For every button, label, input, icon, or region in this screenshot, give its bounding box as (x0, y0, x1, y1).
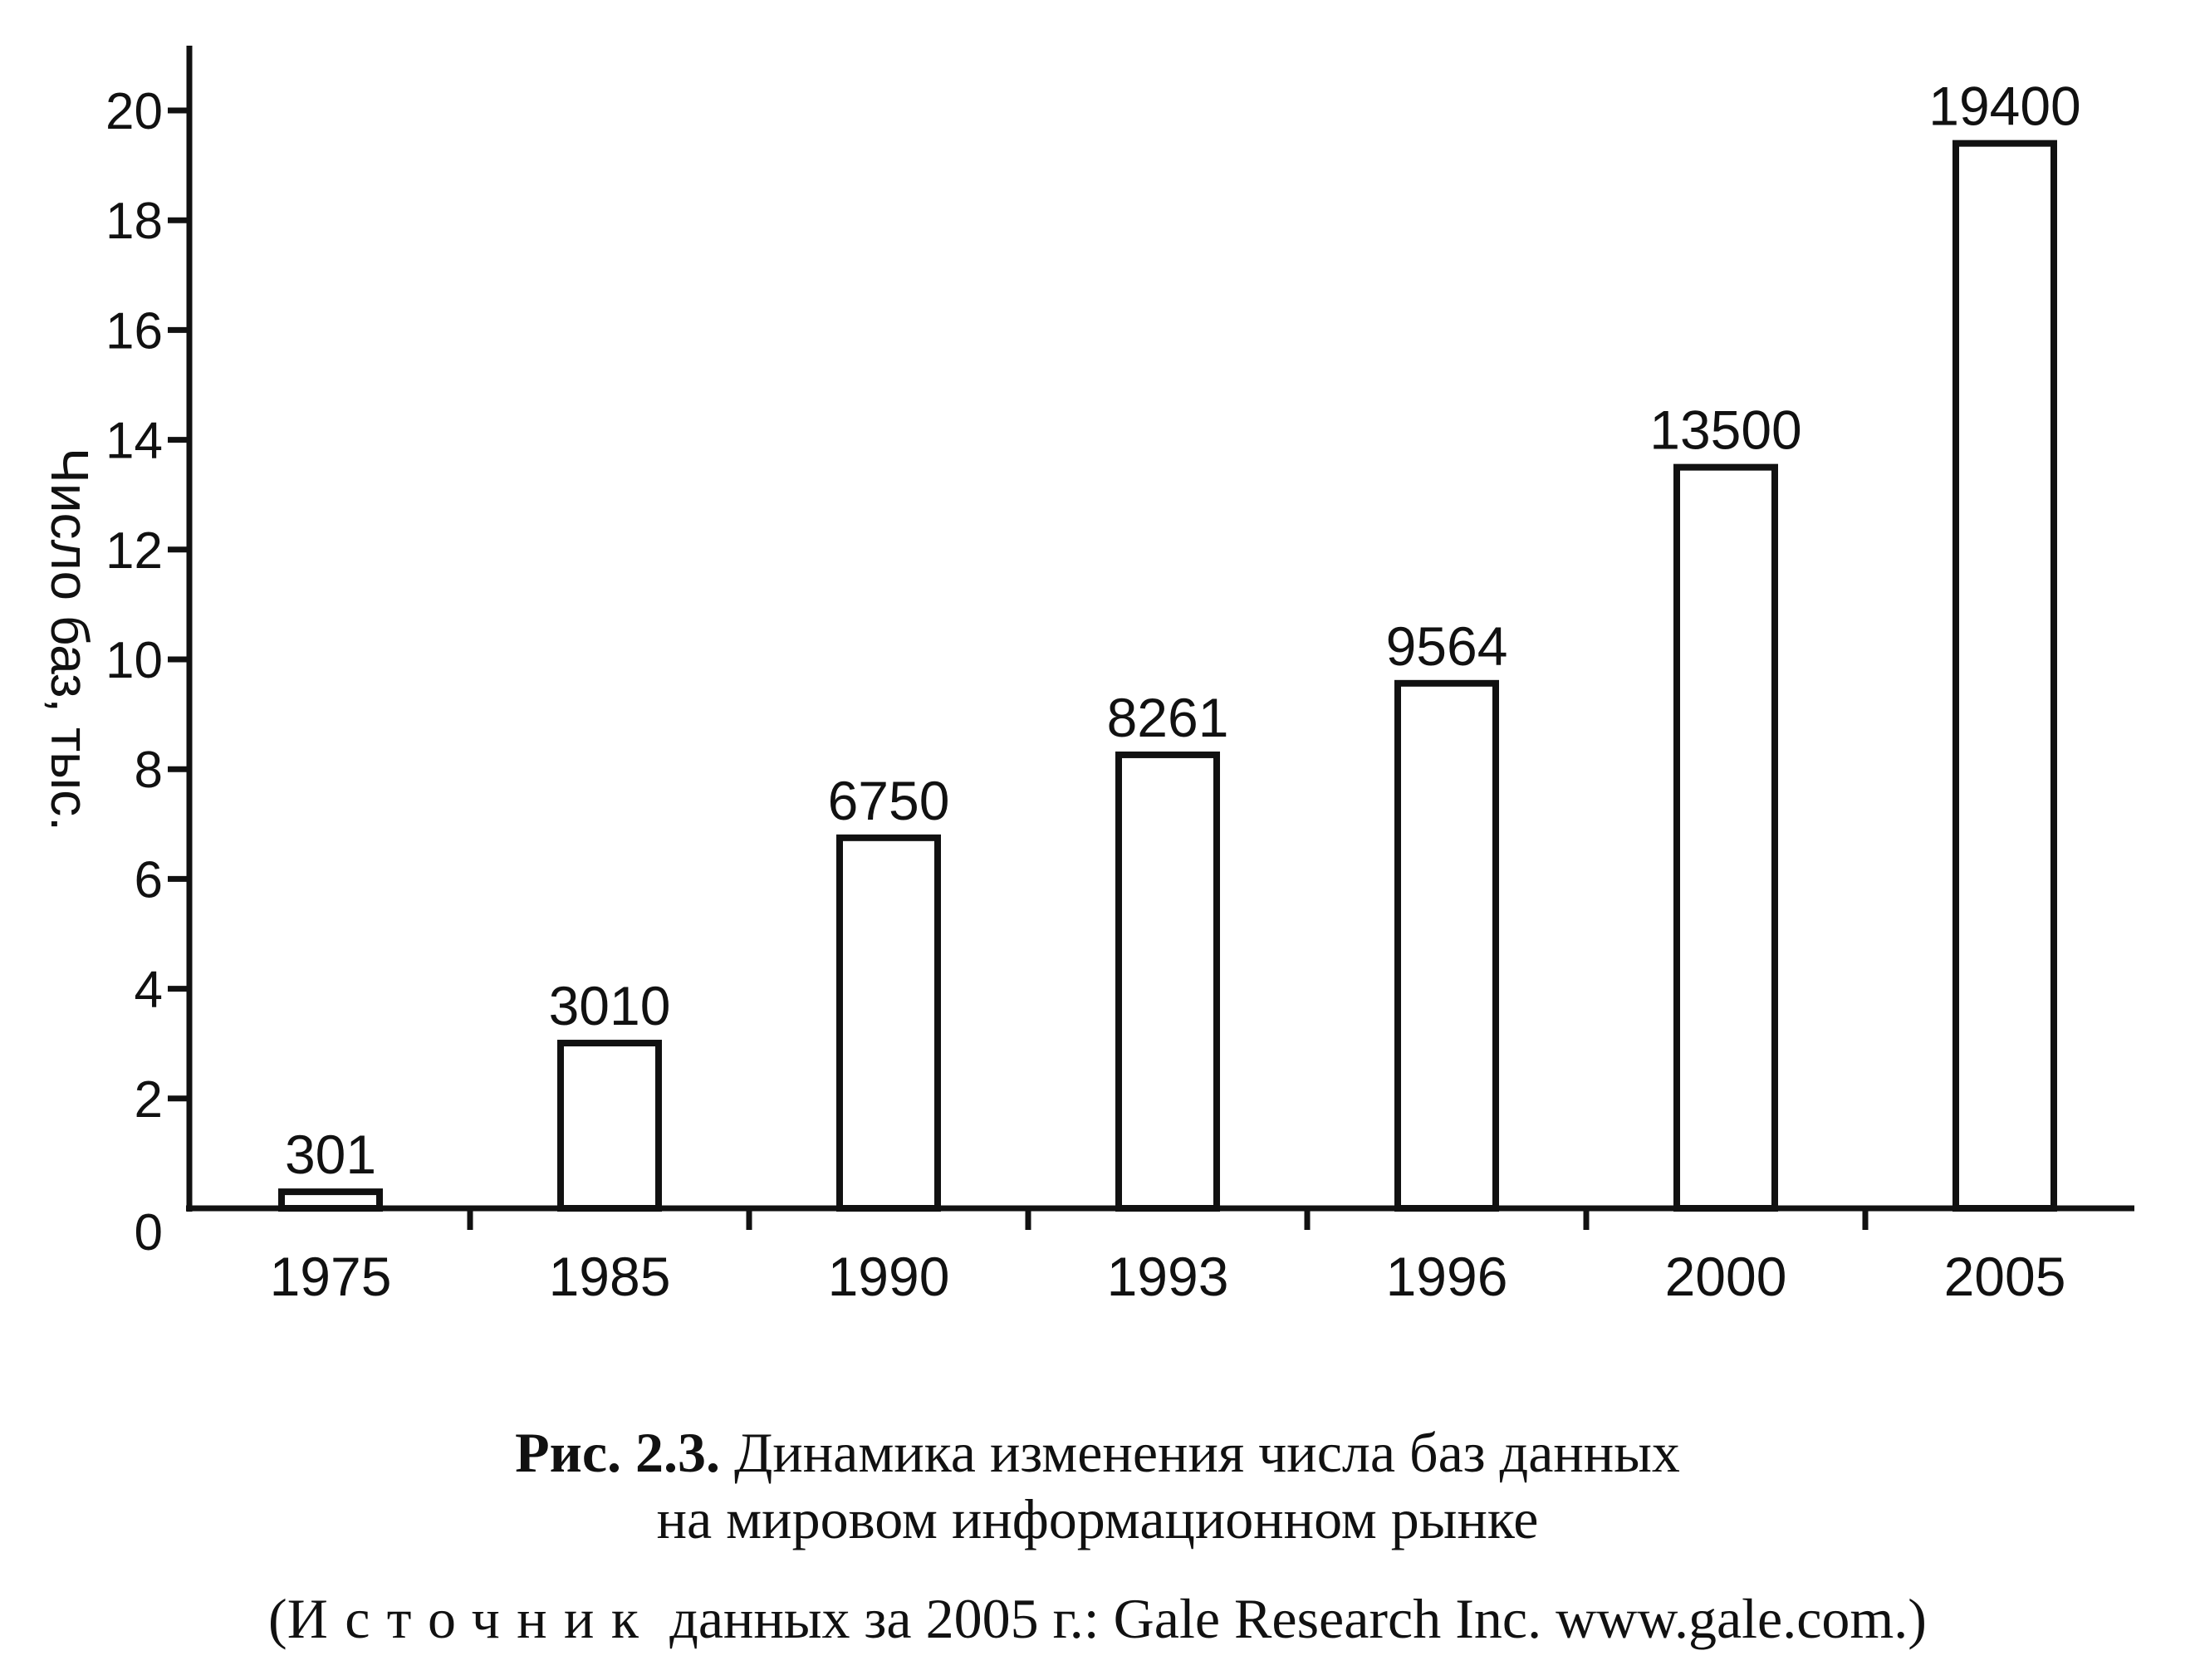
x-tick-label: 1996 (1386, 1246, 1508, 1307)
y-tick-label: 16 (105, 302, 163, 360)
source-word: Источник (287, 1587, 656, 1650)
bar (1115, 751, 1220, 1212)
data-label: 9564 (1386, 615, 1508, 677)
bars (278, 140, 2057, 1212)
source-open-paren: ( (268, 1587, 287, 1650)
figure-number: Рис. 2.3. (515, 1421, 721, 1484)
y-axis-label: Число баз, тыс. (40, 448, 100, 831)
y-tick-label: 2 (135, 1071, 163, 1129)
x-tick-label: 1993 (1107, 1246, 1229, 1307)
y-tick-label: 14 (105, 413, 163, 470)
x-tick-label: 2000 (1665, 1246, 1787, 1307)
bar (278, 1188, 383, 1212)
y-tick-label: 4 (135, 962, 163, 1019)
figure-caption-title: Рис. 2.3. Динамика изменения числа баз д… (0, 1420, 2195, 1486)
data-label: 8261 (1107, 687, 1229, 748)
data-label: 6750 (828, 770, 950, 831)
bar-chart: 0 2 4 6 8 10 12 14 16 18 20 1975 1985 1990 1993 1996 20… (40, 46, 2134, 1307)
x-tick-label: 1990 (828, 1246, 950, 1307)
x-tick-label: 1985 (549, 1246, 671, 1307)
data-label: 301 (285, 1124, 376, 1185)
bar (1952, 140, 2057, 1212)
x-tick-label: 2005 (1944, 1246, 2066, 1307)
x-tick-label: 1975 (270, 1246, 392, 1307)
x-axis-ticks: 1975 1985 1990 1993 1996 2000 2005 (270, 1208, 2066, 1307)
bar (1673, 463, 1778, 1212)
y-tick-label: 12 (105, 522, 163, 580)
caption-title-line2: на мировом информационном рынке (656, 1487, 1539, 1550)
data-label: 13500 (1649, 399, 1802, 461)
y-tick-label: 10 (105, 632, 163, 689)
y-tick-label: 0 (135, 1204, 163, 1261)
bar (836, 834, 941, 1212)
y-tick-label: 20 (105, 83, 163, 140)
data-label: 19400 (1928, 76, 2081, 137)
data-labels: 301 3010 6750 8261 9564 13500 19400 (285, 76, 2081, 1185)
figure-source-note: (Источник данных за 2005 г.: Gale Resear… (0, 1586, 2195, 1652)
source-text: данных за 2005 г.: Gale Research Inc. ww… (669, 1587, 1927, 1650)
data-label: 3010 (549, 975, 671, 1036)
caption-title-line1: Динамика изменения числа баз данных (734, 1421, 1680, 1484)
y-tick-label: 6 (135, 851, 163, 909)
bar (1394, 679, 1499, 1212)
bar (557, 1040, 662, 1212)
y-tick-label: 18 (105, 193, 163, 250)
y-axis-ticks: 0 2 4 6 8 10 12 14 16 18 20 (105, 83, 189, 1261)
y-tick-label: 8 (135, 742, 163, 799)
